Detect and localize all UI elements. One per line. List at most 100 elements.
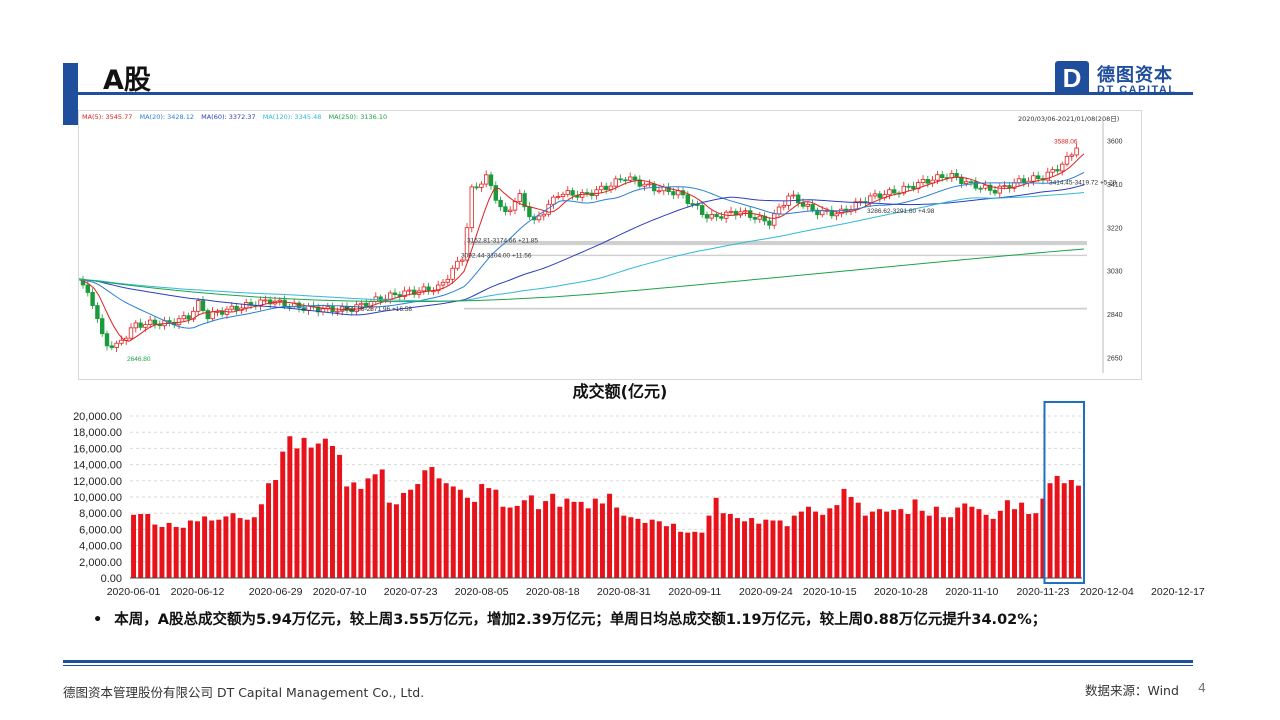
- candle-body: [570, 190, 575, 196]
- turnover-bar: [514, 505, 520, 578]
- turnover-bar: [564, 498, 570, 578]
- candle-body: [906, 185, 911, 188]
- footer-line-thick: [63, 660, 1193, 663]
- y-tick-label: 6,000.00: [79, 524, 122, 536]
- candle-body: [618, 178, 623, 181]
- candle-body: [551, 196, 556, 205]
- turnover-bar: [152, 524, 158, 578]
- turnover-bar: [678, 531, 684, 578]
- price-annotation: 3152.81-3174.66 +21.85: [467, 238, 538, 245]
- turnover-bar: [521, 500, 527, 578]
- x-tick-label: 2020-06-29: [249, 586, 303, 598]
- candle-body: [940, 174, 945, 178]
- candle-body: [474, 186, 479, 189]
- candle-body: [978, 187, 983, 190]
- turnover-bar: [280, 451, 286, 578]
- turnover-bar: [365, 478, 371, 578]
- candle-body: [997, 185, 1002, 194]
- turnover-bar: [543, 501, 549, 578]
- candle-body: [282, 299, 287, 307]
- candle-body: [138, 322, 143, 328]
- turnover-bar: [813, 511, 819, 578]
- candle-body: [868, 195, 873, 204]
- candle-body: [488, 174, 494, 186]
- turnover-bar: [344, 486, 350, 578]
- turnover-bar: [962, 503, 968, 578]
- candle-body: [527, 206, 532, 218]
- turnover-bar: [692, 531, 698, 578]
- turnover-bar: [202, 516, 208, 578]
- turnover-bar: [166, 522, 172, 578]
- turnover-bar: [976, 509, 982, 578]
- candle-body: [498, 199, 503, 208]
- turnover-bar: [990, 518, 996, 578]
- turnover-bar: [671, 523, 676, 578]
- candle-body: [200, 300, 206, 311]
- turnover-bar: [379, 469, 385, 578]
- candle-body: [767, 220, 772, 226]
- ma250-legend: MA(250): 3136.10: [328, 113, 388, 121]
- candle-body: [426, 286, 431, 292]
- candle-body: [555, 196, 561, 198]
- turnover-bar: [237, 518, 243, 578]
- turnover-bar: [337, 454, 343, 578]
- candle-body: [690, 203, 695, 205]
- candle-body: [387, 292, 393, 300]
- turnover-bar: [486, 488, 492, 578]
- turnover-bar: [1040, 498, 1046, 578]
- volume-chart-title: 成交额(亿元): [572, 382, 668, 401]
- turnover-bar: [443, 483, 449, 578]
- candle-body: [988, 184, 993, 191]
- turnover-bar: [138, 514, 144, 578]
- price-annotation: 3092.44-3104.00 +11.56: [461, 252, 532, 259]
- logo-en-text: DT CAPITAL: [1097, 84, 1177, 96]
- candle-body: [186, 315, 191, 320]
- candle-body: [901, 185, 906, 194]
- candle-body: [776, 206, 782, 215]
- turnover-bar: [457, 489, 463, 578]
- candle-body: [772, 213, 777, 226]
- turnover-bar: [621, 515, 627, 578]
- turnover-bar: [791, 515, 797, 578]
- turnover-bar: [1033, 513, 1039, 578]
- candle-body: [363, 302, 369, 307]
- y-tick-label: 14,000.00: [73, 460, 122, 472]
- turnover-bar: [649, 519, 655, 578]
- x-tick-label: 2020-09-11: [668, 586, 721, 598]
- turnover-bar: [933, 506, 939, 578]
- turnover-bar: [266, 483, 272, 578]
- candle-body: [887, 189, 892, 196]
- turnover-bar: [571, 501, 577, 578]
- y-tick-label: 2,000.00: [79, 557, 122, 569]
- candle-body: [709, 213, 714, 219]
- turnover-bar: [557, 506, 563, 578]
- candle-body: [277, 299, 282, 302]
- turnover-bar: [777, 520, 783, 578]
- ma250-line: [78, 248, 1085, 303]
- candle-body: [128, 327, 134, 339]
- turnover-bar: [770, 520, 776, 578]
- candle-body: [354, 304, 359, 312]
- candle-body: [392, 292, 398, 296]
- candle-body: [522, 193, 527, 208]
- candle-body: [440, 281, 446, 286]
- turnover-bar: [820, 514, 826, 578]
- x-tick-label: 2020-11-10: [945, 586, 998, 598]
- turnover-bar: [848, 497, 854, 578]
- turnover-bar: [258, 504, 264, 578]
- x-tick-label: 2020-06-12: [171, 586, 225, 598]
- candle-body: [1045, 171, 1050, 181]
- turnover-bar: [713, 497, 719, 578]
- x-tick-label: 2020-09-24: [739, 586, 793, 598]
- candle-body: [805, 203, 810, 207]
- ma120-line: [79, 192, 1085, 302]
- turnover-bar: [251, 517, 257, 578]
- candle-body: [95, 305, 100, 320]
- x-tick-label: 2020-08-31: [597, 586, 651, 598]
- price-annotation: 2855.38-2871.96 +16.58: [341, 306, 412, 313]
- turnover-bar: [145, 514, 151, 578]
- turnover-bar: [685, 532, 691, 578]
- candle-body: [719, 216, 724, 219]
- candle-body: [959, 176, 964, 184]
- candlestick-chart: 3600 3410 3220 3030 2840 2650 3588.06 3414.45-3…: [78, 119, 1123, 373]
